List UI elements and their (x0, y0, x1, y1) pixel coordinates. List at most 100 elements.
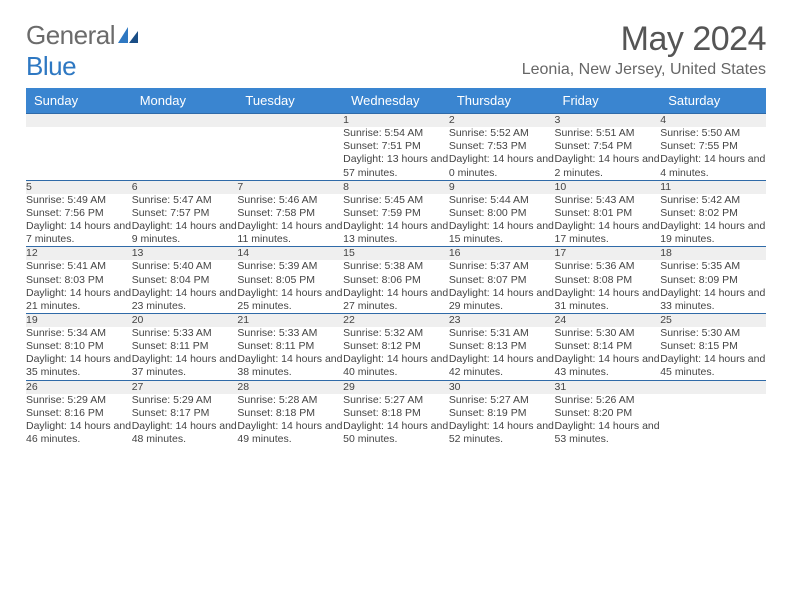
day-number-cell: 12 (26, 247, 132, 261)
sunrise-line: Sunrise: 5:54 AM (343, 127, 449, 140)
sunset-line: Sunset: 8:02 PM (660, 207, 766, 220)
day-number-cell: 29 (343, 380, 449, 394)
daylight-line: Daylight: 14 hours and 43 minutes. (555, 353, 661, 379)
daylight-line: Daylight: 14 hours and 38 minutes. (237, 353, 343, 379)
sunrise-line: Sunrise: 5:43 AM (555, 194, 661, 207)
day-number-cell: 27 (132, 380, 238, 394)
day-number-cell: 13 (132, 247, 238, 261)
day-header: Saturday (660, 88, 766, 114)
daylight-line: Daylight: 14 hours and 33 minutes. (660, 287, 766, 313)
day-content-cell: Sunrise: 5:30 AMSunset: 8:14 PMDaylight:… (555, 327, 661, 380)
sunset-line: Sunset: 7:59 PM (343, 207, 449, 220)
day-header: Wednesday (343, 88, 449, 114)
day-content-cell: Sunrise: 5:36 AMSunset: 8:08 PMDaylight:… (555, 260, 661, 313)
daylight-line: Daylight: 14 hours and 40 minutes. (343, 353, 449, 379)
sunset-line: Sunset: 8:15 PM (660, 340, 766, 353)
sunrise-line: Sunrise: 5:40 AM (132, 260, 238, 273)
sunrise-line: Sunrise: 5:26 AM (555, 394, 661, 407)
daylight-line: Daylight: 14 hours and 27 minutes. (343, 287, 449, 313)
sunset-line: Sunset: 8:18 PM (237, 407, 343, 420)
sunset-line: Sunset: 8:03 PM (26, 274, 132, 287)
day-content-cell (132, 127, 238, 180)
content-row: Sunrise: 5:54 AMSunset: 7:51 PMDaylight:… (26, 127, 766, 180)
sunset-line: Sunset: 8:00 PM (449, 207, 555, 220)
daylight-line: Daylight: 14 hours and 37 minutes. (132, 353, 238, 379)
day-content-cell: Sunrise: 5:31 AMSunset: 8:13 PMDaylight:… (449, 327, 555, 380)
day-number-cell (132, 114, 238, 128)
sunrise-line: Sunrise: 5:28 AM (237, 394, 343, 407)
sunrise-line: Sunrise: 5:33 AM (237, 327, 343, 340)
sunrise-line: Sunrise: 5:47 AM (132, 194, 238, 207)
sunset-line: Sunset: 7:56 PM (26, 207, 132, 220)
daylight-line: Daylight: 14 hours and 9 minutes. (132, 220, 238, 246)
sunset-line: Sunset: 8:14 PM (555, 340, 661, 353)
day-number-cell: 11 (660, 180, 766, 194)
title-block: May 2024 Leonia, New Jersey, United Stat… (522, 20, 766, 79)
day-content-cell: Sunrise: 5:44 AMSunset: 8:00 PMDaylight:… (449, 194, 555, 247)
day-number-cell (660, 380, 766, 394)
daylight-line: Daylight: 14 hours and 48 minutes. (132, 420, 238, 446)
day-number-cell: 5 (26, 180, 132, 194)
daylight-line: Daylight: 14 hours and 25 minutes. (237, 287, 343, 313)
page-title: May 2024 (522, 20, 766, 59)
daylight-line: Daylight: 14 hours and 2 minutes. (555, 153, 661, 179)
daylight-line: Daylight: 13 hours and 57 minutes. (343, 153, 449, 179)
sunset-line: Sunset: 8:19 PM (449, 407, 555, 420)
sunrise-line: Sunrise: 5:35 AM (660, 260, 766, 273)
day-content-cell: Sunrise: 5:51 AMSunset: 7:54 PMDaylight:… (555, 127, 661, 180)
daylight-line: Daylight: 14 hours and 7 minutes. (26, 220, 132, 246)
sunset-line: Sunset: 8:11 PM (132, 340, 238, 353)
daylight-line: Daylight: 14 hours and 13 minutes. (343, 220, 449, 246)
day-number-cell: 22 (343, 313, 449, 327)
day-content-cell: Sunrise: 5:46 AMSunset: 7:58 PMDaylight:… (237, 194, 343, 247)
day-content-cell: Sunrise: 5:39 AMSunset: 8:05 PMDaylight:… (237, 260, 343, 313)
day-number-cell: 16 (449, 247, 555, 261)
day-number-cell: 6 (132, 180, 238, 194)
day-content-cell: Sunrise: 5:54 AMSunset: 7:51 PMDaylight:… (343, 127, 449, 180)
day-content-cell: Sunrise: 5:29 AMSunset: 8:16 PMDaylight:… (26, 394, 132, 447)
content-row: Sunrise: 5:34 AMSunset: 8:10 PMDaylight:… (26, 327, 766, 380)
day-content-cell (26, 127, 132, 180)
sunrise-line: Sunrise: 5:29 AM (132, 394, 238, 407)
day-number-cell: 21 (237, 313, 343, 327)
daylight-line: Daylight: 14 hours and 35 minutes. (26, 353, 132, 379)
daylight-line: Daylight: 14 hours and 11 minutes. (237, 220, 343, 246)
day-header: Monday (132, 88, 238, 114)
sunset-line: Sunset: 8:10 PM (26, 340, 132, 353)
sunrise-line: Sunrise: 5:30 AM (660, 327, 766, 340)
daylight-line: Daylight: 14 hours and 17 minutes. (555, 220, 661, 246)
day-number-cell: 4 (660, 114, 766, 128)
day-number-cell: 10 (555, 180, 661, 194)
sunset-line: Sunset: 7:58 PM (237, 207, 343, 220)
sunrise-line: Sunrise: 5:51 AM (555, 127, 661, 140)
logo-text-blue: Blue (26, 51, 76, 81)
sunrise-line: Sunrise: 5:31 AM (449, 327, 555, 340)
sunrise-line: Sunrise: 5:42 AM (660, 194, 766, 207)
day-content-cell: Sunrise: 5:37 AMSunset: 8:07 PMDaylight:… (449, 260, 555, 313)
daynum-row: 19202122232425 (26, 313, 766, 327)
sunrise-line: Sunrise: 5:39 AM (237, 260, 343, 273)
day-header: Friday (555, 88, 661, 114)
sunset-line: Sunset: 8:17 PM (132, 407, 238, 420)
day-content-cell: Sunrise: 5:40 AMSunset: 8:04 PMDaylight:… (132, 260, 238, 313)
day-header-row: SundayMondayTuesdayWednesdayThursdayFrid… (26, 88, 766, 114)
sunset-line: Sunset: 8:20 PM (555, 407, 661, 420)
sunrise-line: Sunrise: 5:27 AM (449, 394, 555, 407)
day-content-cell: Sunrise: 5:28 AMSunset: 8:18 PMDaylight:… (237, 394, 343, 447)
day-number-cell: 20 (132, 313, 238, 327)
sunset-line: Sunset: 8:18 PM (343, 407, 449, 420)
daynum-row: 1234 (26, 114, 766, 128)
day-content-cell: Sunrise: 5:33 AMSunset: 8:11 PMDaylight:… (132, 327, 238, 380)
sunset-line: Sunset: 8:09 PM (660, 274, 766, 287)
day-number-cell (237, 114, 343, 128)
day-content-cell (237, 127, 343, 180)
daylight-line: Daylight: 14 hours and 53 minutes. (555, 420, 661, 446)
day-number-cell: 17 (555, 247, 661, 261)
sunrise-line: Sunrise: 5:27 AM (343, 394, 449, 407)
day-content-cell: Sunrise: 5:34 AMSunset: 8:10 PMDaylight:… (26, 327, 132, 380)
daylight-line: Daylight: 14 hours and 52 minutes. (449, 420, 555, 446)
day-number-cell: 23 (449, 313, 555, 327)
day-number-cell: 24 (555, 313, 661, 327)
day-number-cell: 14 (237, 247, 343, 261)
sunset-line: Sunset: 8:06 PM (343, 274, 449, 287)
